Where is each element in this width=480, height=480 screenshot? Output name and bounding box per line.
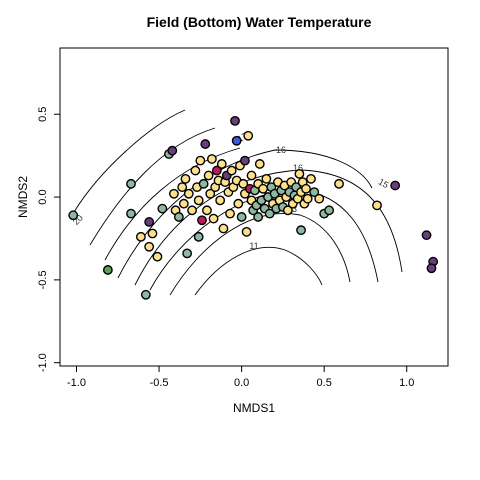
data-point	[259, 185, 267, 193]
data-point	[335, 180, 343, 188]
contour-line	[170, 213, 350, 295]
data-point	[168, 146, 176, 154]
x-tick-label: 0.0	[234, 377, 249, 389]
data-point	[175, 213, 183, 221]
data-point	[242, 228, 250, 236]
y-tick-label: -0.5	[37, 270, 49, 289]
data-point	[208, 155, 216, 163]
chart-title: Field (Bottom) Water Temperature	[147, 14, 372, 30]
data-point	[241, 156, 249, 164]
data-point	[302, 185, 310, 193]
data-point	[158, 204, 166, 212]
data-point	[315, 195, 323, 203]
data-point	[145, 218, 153, 226]
data-point	[262, 175, 270, 183]
y-tick-label: 0.0	[37, 189, 49, 204]
data-point	[185, 190, 193, 198]
data-point	[256, 160, 264, 168]
data-point	[180, 199, 188, 207]
data-point	[194, 233, 202, 241]
data-point	[69, 211, 77, 219]
data-point	[231, 117, 239, 125]
data-point	[199, 180, 207, 188]
data-point	[188, 206, 196, 214]
data-point	[216, 196, 224, 204]
data-point	[219, 224, 227, 232]
data-point	[201, 140, 209, 148]
contour-label: 15	[377, 177, 391, 191]
data-point	[254, 213, 262, 221]
data-point	[234, 199, 242, 207]
data-point	[104, 266, 112, 274]
data-point	[325, 206, 333, 214]
data-point	[170, 190, 178, 198]
x-tick-label: 1.0	[399, 377, 414, 389]
data-point	[427, 264, 435, 272]
contour-label: 16	[276, 145, 286, 155]
data-point	[422, 231, 430, 239]
data-point	[209, 214, 217, 222]
y-tick-label: 0.5	[37, 107, 49, 122]
data-point	[183, 249, 191, 257]
data-point	[247, 171, 255, 179]
data-point	[196, 156, 204, 164]
data-point	[244, 132, 252, 140]
data-point	[181, 175, 189, 183]
data-point	[145, 243, 153, 251]
x-axis: -1.0 -0.5 0.0 0.5 1.0	[67, 366, 414, 389]
data-point	[127, 180, 135, 188]
data-point	[232, 137, 240, 145]
y-tick-label: -1.0	[37, 353, 49, 372]
x-tick-label: -0.5	[150, 377, 169, 389]
data-point	[137, 233, 145, 241]
contour-line	[195, 247, 322, 295]
x-axis-label: NMDS1	[233, 401, 275, 415]
data-point	[194, 196, 202, 204]
y-axis-label: NMDS2	[16, 176, 30, 218]
data-point	[191, 166, 199, 174]
data-point	[198, 216, 206, 224]
data-point	[307, 175, 315, 183]
data-point	[203, 206, 211, 214]
data-point	[228, 166, 236, 174]
data-point	[142, 291, 150, 299]
data-point	[148, 229, 156, 237]
data-point	[237, 213, 245, 221]
data-point	[297, 226, 305, 234]
data-point	[127, 209, 135, 217]
contour-line	[74, 110, 185, 212]
data-points	[69, 117, 437, 299]
data-point	[153, 252, 161, 260]
data-point	[391, 181, 399, 189]
data-point	[178, 183, 186, 191]
y-axis: -1.0 -0.5 0.0 0.5	[37, 107, 60, 373]
x-tick-label: -1.0	[67, 377, 86, 389]
data-point	[204, 171, 212, 179]
data-point	[295, 170, 303, 178]
data-point	[303, 195, 311, 203]
data-point	[373, 201, 381, 209]
contour-label: 11	[249, 241, 258, 251]
data-point	[218, 160, 226, 168]
x-tick-label: 0.5	[317, 377, 332, 389]
data-point	[226, 209, 234, 217]
